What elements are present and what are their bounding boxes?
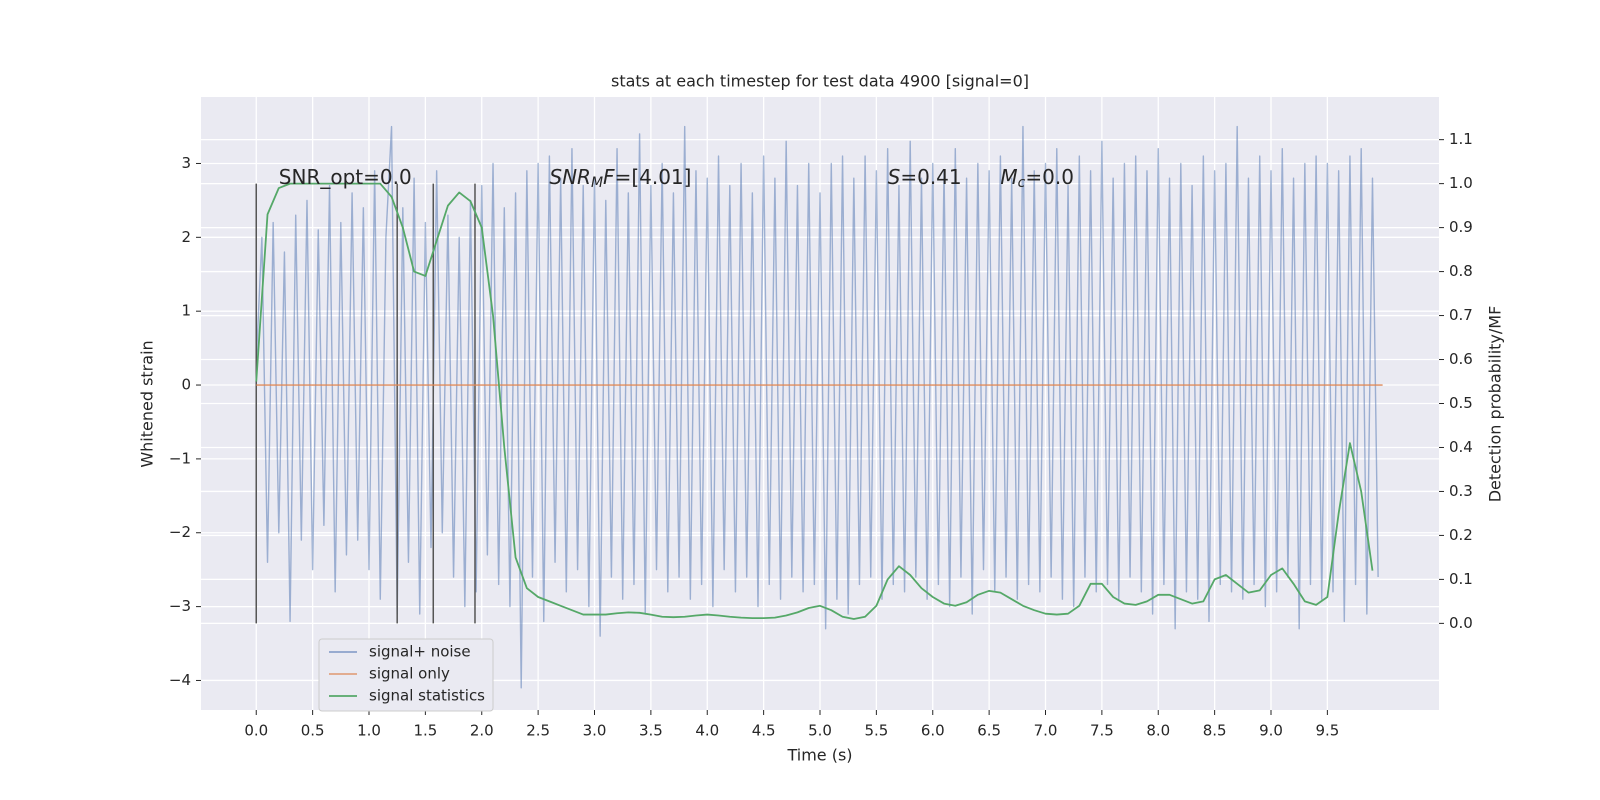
y2-tick-label: 0.6 xyxy=(1449,350,1473,368)
y2-tick-label: 0.7 xyxy=(1449,306,1473,324)
annotation-part: c xyxy=(1018,175,1026,191)
y-tick-label: −2 xyxy=(169,523,191,541)
x-tick-label: 8.0 xyxy=(1146,722,1170,740)
y-tick-label: −3 xyxy=(169,597,191,615)
y2-tick-label: 0.2 xyxy=(1449,526,1473,544)
y2-tick-label: 1.0 xyxy=(1449,174,1473,192)
y2-tick-label: 1.1 xyxy=(1449,130,1473,148)
annotation: S=0.41 xyxy=(888,165,962,189)
y2-tick-label: 0.5 xyxy=(1449,394,1473,412)
x-tick-label: 6.0 xyxy=(921,722,945,740)
annotation-part: =[4.01] xyxy=(615,165,692,189)
y2-axis-label: Detection probability/MF xyxy=(1486,306,1505,503)
annotation-part: SNR_opt=0.0 xyxy=(279,165,412,189)
x-tick-label: 1.0 xyxy=(357,722,381,740)
x-tick-label: 7.0 xyxy=(1034,722,1058,740)
x-tick-label: 4.0 xyxy=(695,722,719,740)
annotation-part: M xyxy=(1000,165,1017,189)
x-tick-label: 2.0 xyxy=(470,722,494,740)
y-tick-label: 2 xyxy=(181,228,191,246)
legend-label: signal+ noise xyxy=(369,643,471,661)
x-tick-label: 1.5 xyxy=(413,722,437,740)
y-tick-label: 1 xyxy=(181,302,191,320)
x-tick-label: 9.5 xyxy=(1315,722,1339,740)
x-tick-label: 3.0 xyxy=(583,722,607,740)
y-axis-label: Whitened strain xyxy=(138,340,157,467)
x-tick-label: 5.5 xyxy=(864,722,888,740)
annotation-part: F xyxy=(603,165,615,189)
legend-label: signal statistics xyxy=(369,687,485,705)
y-tick-label: −4 xyxy=(169,671,191,689)
x-tick-label: 0.5 xyxy=(301,722,325,740)
x-tick-label: 5.0 xyxy=(808,722,832,740)
chart-title: stats at each timestep for test data 490… xyxy=(611,72,1029,91)
y2-tick-label: 0.9 xyxy=(1449,218,1473,236)
x-tick-label: 3.5 xyxy=(639,722,663,740)
y2-tick-label: 0.8 xyxy=(1449,262,1473,280)
y2-tick-label: 0.0 xyxy=(1449,614,1473,632)
x-tick-label: 8.5 xyxy=(1203,722,1227,740)
annotation-part: =0.41 xyxy=(900,165,961,189)
x-tick-label: 4.5 xyxy=(752,722,776,740)
y-tick-label: −1 xyxy=(169,449,191,467)
y2-tick-label: 0.3 xyxy=(1449,482,1473,500)
legend-box xyxy=(318,638,494,712)
annotation-part: S xyxy=(888,165,901,189)
series-line xyxy=(255,125,1379,689)
y2-tick-label: 0.4 xyxy=(1449,438,1473,456)
y-tick-label: 0 xyxy=(181,376,191,394)
y2-tick-label: 0.1 xyxy=(1449,570,1473,588)
annotation-part: SNR xyxy=(549,165,591,189)
legend-label: signal only xyxy=(369,665,450,683)
annotation: SNRMF=[4.01] xyxy=(549,165,691,192)
x-tick-label: 7.5 xyxy=(1090,722,1114,740)
annotation: SNR_opt=0.0 xyxy=(279,165,412,189)
x-tick-label: 0.0 xyxy=(244,722,268,740)
annotation-part: M xyxy=(591,175,603,191)
x-axis-label: Time (s) xyxy=(786,746,852,765)
annotation-part: =0.0 xyxy=(1025,165,1074,189)
annotation: Mc=0.0 xyxy=(1000,165,1074,192)
x-tick-label: 9.0 xyxy=(1259,722,1283,740)
x-tick-label: 2.5 xyxy=(526,722,550,740)
series-line xyxy=(255,182,1374,620)
x-tick-label: 6.5 xyxy=(977,722,1001,740)
y-tick-label: 3 xyxy=(181,154,191,172)
